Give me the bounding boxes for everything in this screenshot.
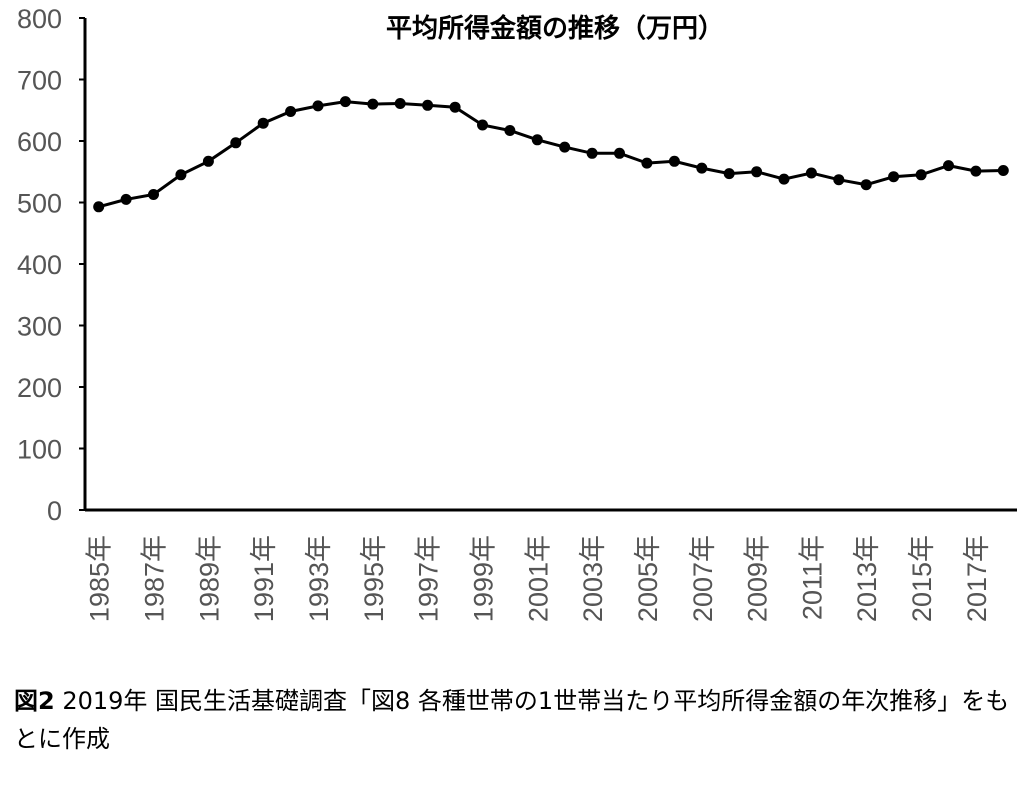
y-tick-label: 700 <box>17 66 62 96</box>
data-point <box>641 157 653 169</box>
data-point <box>148 189 159 200</box>
x-tick-label: 1997年 <box>414 535 444 622</box>
data-point <box>778 173 790 185</box>
data-point <box>257 117 269 129</box>
data-point <box>559 141 571 153</box>
y-tick-label: 400 <box>17 250 62 280</box>
data-point <box>93 201 105 213</box>
y-tick-label: 200 <box>17 373 62 403</box>
data-point <box>915 169 927 181</box>
y-tick-label: 800 <box>17 4 62 34</box>
data-point <box>175 169 187 181</box>
x-axis: 1985年 1987年 1989年 1991年 1993年 1995年 1997年 1999年… <box>85 508 1017 622</box>
data-point <box>723 168 735 180</box>
x-tick-label: 1989年 <box>194 535 224 622</box>
data-point <box>230 137 242 149</box>
data-point <box>531 134 543 146</box>
data-point <box>394 98 406 109</box>
y-tick-label: 300 <box>17 312 62 342</box>
data-point <box>367 98 379 110</box>
x-tick-label: 2017年 <box>962 535 992 622</box>
x-tick-label: 2013年 <box>852 535 882 622</box>
figure-label: 図2 <box>14 687 55 715</box>
data-point <box>504 125 516 136</box>
data-point <box>202 155 214 167</box>
line-chart: 平均所得金額の推移（万円） 0100200300400500600700800 … <box>17 4 1017 622</box>
data-point <box>312 100 324 112</box>
x-tick-label: 2011年 <box>797 535 827 620</box>
x-tick-label: 1993年 <box>304 535 334 622</box>
x-tick-label: 1987年 <box>140 535 170 622</box>
x-tick-label: 1999年 <box>468 535 498 622</box>
data-point <box>751 166 763 178</box>
caption-text: 2019年 国民生活基礎調査「図8 各種世帯の1世帯当たり平均所得金額の年次推移… <box>14 687 1010 753</box>
x-tick-label: 2003年 <box>578 535 608 622</box>
data-point <box>614 147 625 159</box>
y-tick-label: 500 <box>17 189 62 219</box>
data-point <box>668 155 680 167</box>
data-point <box>449 101 461 113</box>
x-tick-label: 2001年 <box>523 535 553 622</box>
series-line <box>98 100 1004 209</box>
data-point <box>120 193 132 205</box>
data-point <box>805 167 817 179</box>
y-axis: 0 100 200 300 400 500 600 700 800 <box>17 4 87 526</box>
y-tick-label: 600 <box>17 127 62 157</box>
data-point <box>696 162 708 174</box>
x-tick-label: 1985年 <box>85 535 115 622</box>
y-tick-label: 0 <box>47 496 62 526</box>
chart-title: 平均所得金額の推移（万円） <box>386 13 724 44</box>
data-point <box>285 106 297 117</box>
data-point <box>943 160 954 172</box>
x-tick-label: 1995年 <box>359 535 389 622</box>
data-point <box>970 165 982 177</box>
data-point <box>888 171 900 183</box>
data-point <box>860 179 872 191</box>
x-tick-label: 1991年 <box>249 535 279 622</box>
data-point <box>833 174 845 186</box>
data-point <box>586 147 598 159</box>
x-tick-label: 2007年 <box>688 535 718 622</box>
figure-caption: 図2 2019年 国民生活基礎調査「図8 各種世帯の1世帯当たり平均所得金額の年… <box>14 682 1014 758</box>
data-point <box>997 165 1009 176</box>
x-tick-label: 2005年 <box>633 535 663 622</box>
x-tick-label: 2015年 <box>907 535 937 622</box>
data-point <box>339 96 351 108</box>
data-point <box>477 119 488 131</box>
data-point <box>422 99 434 111</box>
x-tick-label: 2009年 <box>743 535 773 622</box>
data-points <box>93 96 1009 213</box>
y-tick-label: 100 <box>17 435 62 465</box>
